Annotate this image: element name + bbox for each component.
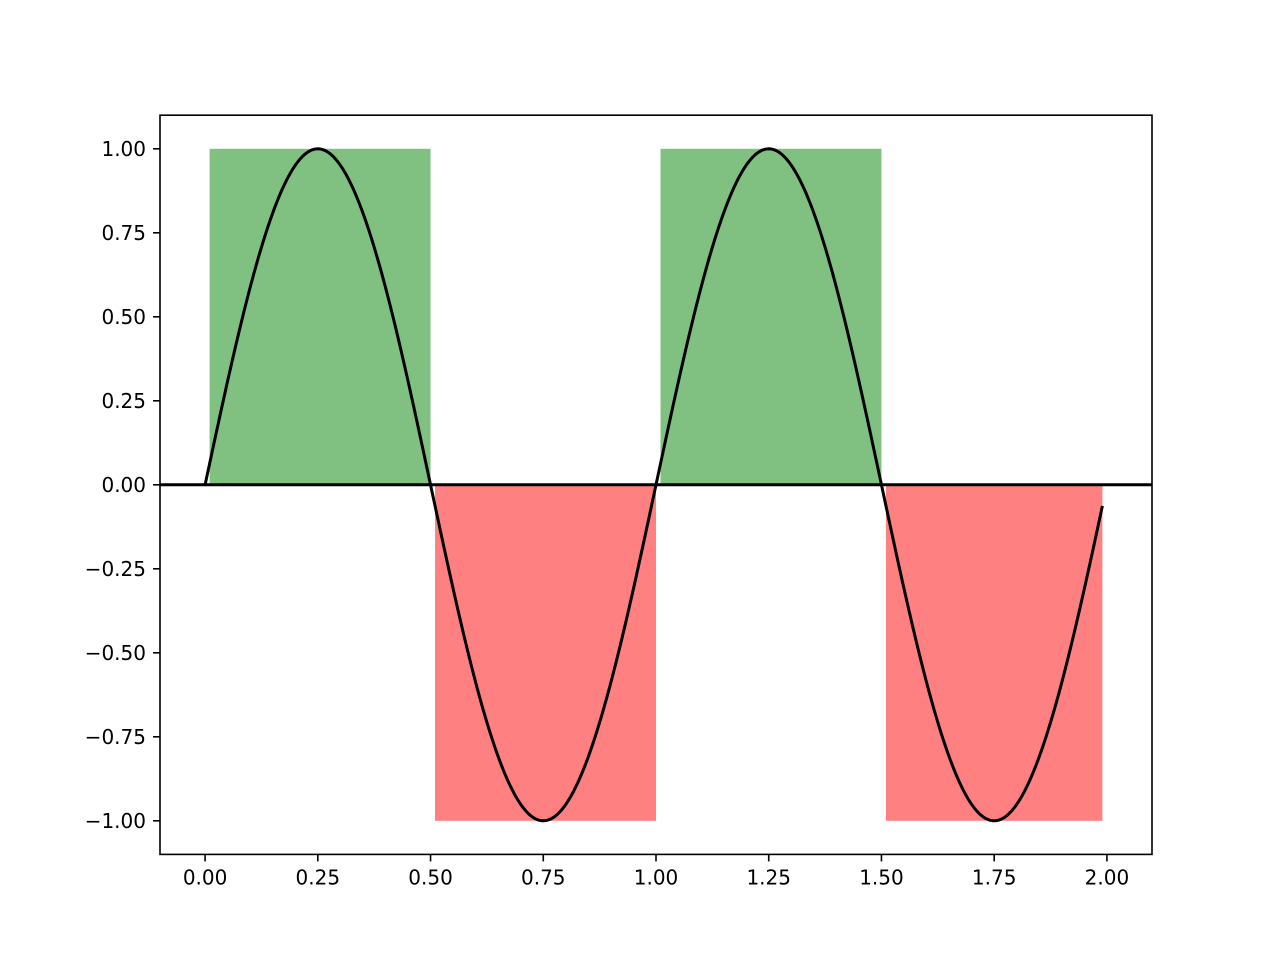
y-axis: 1.00 0.75 0.50 0.25 0.00 −0.25 −0.50 −0.75 −1.00 xyxy=(85,137,160,833)
sine-curve-layer xyxy=(203,147,1104,823)
x-tick-label: 0.25 xyxy=(296,865,341,889)
x-tick-label: 0.50 xyxy=(408,865,453,889)
x-tick-label: 1.50 xyxy=(859,865,904,889)
x-tick-label: 0.00 xyxy=(183,865,228,889)
y-tick-label: 0.75 xyxy=(101,221,146,245)
x-tick-label: 1.25 xyxy=(746,865,791,889)
x-tick-label: 0.75 xyxy=(521,865,566,889)
sine-curve xyxy=(203,147,1104,823)
y-tick-label: −0.75 xyxy=(85,725,146,749)
x-tick-label: 1.00 xyxy=(634,865,679,889)
x-axis: 0.00 0.25 0.50 0.75 1.00 1.25 1.50 1.75 2.00 xyxy=(183,854,1129,889)
x-tick-label: 1.75 xyxy=(972,865,1017,889)
y-tick-label: 0.25 xyxy=(101,389,146,413)
y-tick-label: −0.50 xyxy=(85,641,146,665)
y-tick-label: 0.00 xyxy=(101,473,146,497)
y-tick-label: 1.00 xyxy=(101,137,146,161)
y-tick-label: −1.00 xyxy=(85,809,146,833)
x-tick-label: 2.00 xyxy=(1085,865,1130,889)
negative-region-4 xyxy=(885,484,1103,821)
y-tick-label: −0.25 xyxy=(85,557,146,581)
y-tick-label: 0.50 xyxy=(101,305,146,329)
